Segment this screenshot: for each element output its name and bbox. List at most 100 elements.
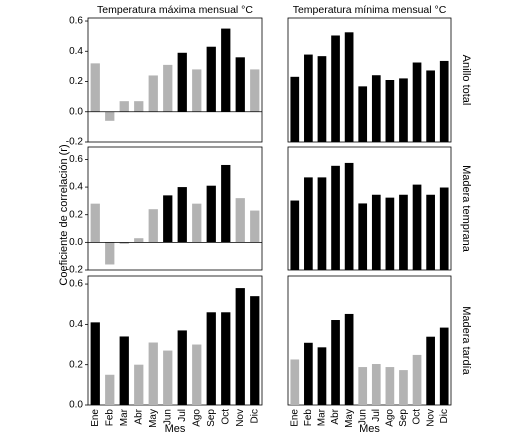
bar bbox=[371, 194, 381, 270]
bar bbox=[105, 242, 115, 265]
bar bbox=[358, 203, 368, 270]
bar bbox=[426, 70, 435, 142]
bar bbox=[399, 194, 408, 270]
bar bbox=[163, 195, 173, 243]
panel-frame bbox=[87, 146, 263, 271]
bar bbox=[206, 312, 216, 405]
bar bbox=[119, 336, 129, 405]
bar bbox=[90, 322, 100, 405]
bar bbox=[317, 347, 327, 405]
x-tick-label: Jun bbox=[357, 409, 368, 425]
bar bbox=[344, 313, 354, 405]
y-tick-label: 0.6 bbox=[69, 279, 83, 290]
bar bbox=[177, 187, 187, 243]
bar bbox=[439, 327, 449, 405]
bar bbox=[221, 164, 231, 243]
x-tick-label: Ene bbox=[90, 409, 101, 427]
y-tick-label: 0.6 bbox=[69, 154, 83, 165]
bar bbox=[148, 342, 158, 405]
y-tick-label: 0.0 bbox=[69, 106, 83, 117]
bar bbox=[90, 203, 100, 243]
x-tick-label: Ene bbox=[289, 409, 300, 427]
bar bbox=[192, 203, 202, 243]
x-tick-label: May bbox=[148, 409, 159, 428]
bar bbox=[163, 350, 173, 405]
x-tick-label: Feb bbox=[303, 409, 314, 427]
x-tick-label: Abr bbox=[330, 408, 341, 424]
bar bbox=[235, 57, 245, 112]
x-tick-label: Nov bbox=[425, 409, 436, 427]
bar bbox=[439, 187, 449, 270]
bar bbox=[206, 46, 216, 112]
bar bbox=[221, 312, 231, 405]
panel-frame bbox=[287, 17, 452, 143]
bar bbox=[439, 60, 449, 142]
panel-frame bbox=[87, 17, 263, 143]
y-tick-label: 0.4 bbox=[69, 46, 83, 57]
y-tick-label: 0.2 bbox=[69, 209, 83, 220]
bar bbox=[221, 28, 231, 112]
y-tick-label: 0.6 bbox=[69, 16, 83, 27]
x-tick-label: Dic bbox=[249, 409, 260, 423]
bar bbox=[399, 78, 408, 142]
y-tick-label: 0.2 bbox=[69, 359, 83, 370]
x-axis-label: Mes bbox=[165, 423, 186, 435]
bar bbox=[371, 364, 381, 405]
panel-frame bbox=[287, 146, 452, 271]
row-label: Anillo total bbox=[460, 55, 472, 106]
bar bbox=[317, 56, 327, 142]
x-tick-label: Sep bbox=[398, 409, 409, 427]
x-tick-label: Oct bbox=[220, 409, 231, 425]
x-tick-label: Sep bbox=[206, 409, 217, 427]
bar bbox=[192, 344, 202, 405]
bar bbox=[250, 296, 260, 405]
panel-frame bbox=[287, 275, 452, 406]
bar bbox=[235, 198, 245, 243]
bar bbox=[331, 35, 340, 142]
x-tick-label: Jul bbox=[177, 409, 188, 422]
bar bbox=[304, 342, 313, 405]
bar bbox=[105, 374, 115, 405]
bar bbox=[358, 367, 368, 405]
bar bbox=[177, 330, 187, 405]
bar bbox=[290, 359, 300, 405]
x-tick-label: Ago bbox=[385, 409, 396, 427]
bar bbox=[148, 209, 158, 243]
bar bbox=[206, 185, 216, 243]
x-tick-label: Feb bbox=[104, 409, 115, 427]
bar bbox=[344, 32, 354, 142]
bar bbox=[426, 336, 435, 405]
bar bbox=[250, 210, 260, 243]
panel-frame bbox=[87, 275, 263, 406]
panel-title: Temperatura mínima mensual °C bbox=[293, 4, 447, 16]
bar bbox=[177, 52, 187, 112]
x-tick-label: Mar bbox=[119, 408, 130, 426]
bar bbox=[119, 242, 129, 244]
bar bbox=[119, 101, 129, 112]
y-tick-label: 0.0 bbox=[69, 400, 83, 411]
bar bbox=[105, 111, 115, 121]
bar bbox=[412, 184, 422, 270]
y-tick-label: 0.4 bbox=[69, 319, 83, 330]
x-tick-label: Jul bbox=[371, 409, 382, 422]
x-axis-label: Mes bbox=[359, 423, 380, 435]
bar bbox=[399, 370, 408, 405]
bar bbox=[250, 69, 260, 112]
bar bbox=[290, 200, 300, 270]
bar bbox=[235, 288, 245, 405]
y-tick-label: 0.2 bbox=[69, 76, 83, 87]
row-label: Madera tardía bbox=[460, 306, 472, 375]
y-tick-label: -0.2 bbox=[66, 265, 84, 276]
bar bbox=[371, 75, 381, 142]
bar bbox=[317, 177, 327, 270]
bar bbox=[412, 354, 422, 405]
bar bbox=[134, 238, 144, 243]
bar bbox=[192, 69, 202, 112]
panel-title: Temperatura máxima mensual °C bbox=[97, 4, 253, 16]
bar bbox=[290, 76, 300, 142]
bar bbox=[385, 197, 395, 270]
x-tick-label: Abr bbox=[133, 408, 144, 424]
y-tick-label: 0.4 bbox=[69, 182, 83, 193]
bar bbox=[385, 80, 395, 142]
